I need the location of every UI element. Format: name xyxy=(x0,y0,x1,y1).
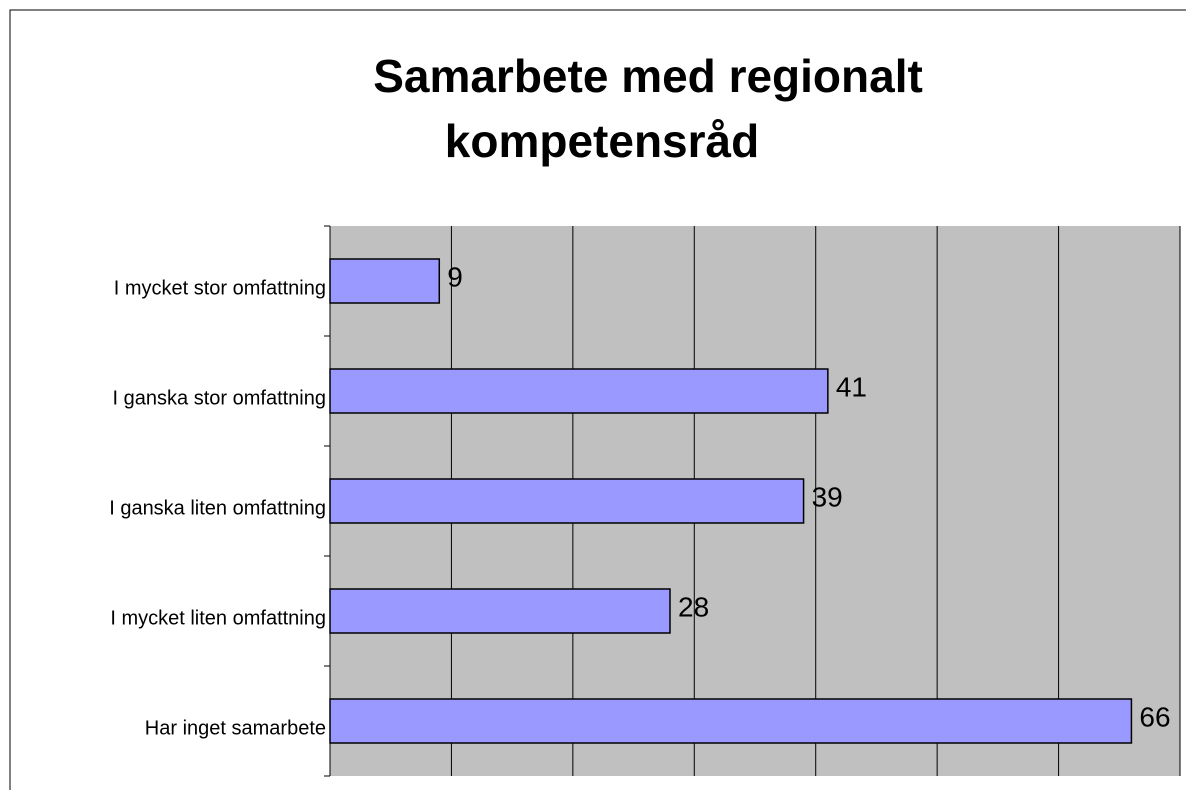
y-tick-label: I ganska liten omfattning xyxy=(109,497,326,519)
chart-title: Samarbete med regionalt xyxy=(373,50,923,102)
y-tick-label: Har inget samarbete xyxy=(145,717,326,739)
bar xyxy=(329,588,671,634)
data-label: 28 xyxy=(678,591,709,622)
y-tick-label: I ganska stor omfattning xyxy=(113,387,326,409)
bar xyxy=(329,698,1133,744)
data-label: 9 xyxy=(447,261,463,292)
data-label: 41 xyxy=(836,371,867,402)
bar xyxy=(329,478,805,524)
y-tick-label: I mycket stor omfattning xyxy=(114,277,326,299)
bar xyxy=(329,258,441,304)
data-label: 66 xyxy=(1139,701,1170,732)
chart-title: kompetensråd xyxy=(445,115,759,167)
data-label: 39 xyxy=(812,481,843,512)
bar xyxy=(329,368,829,414)
y-tick-label: I mycket liten omfattning xyxy=(110,607,326,629)
